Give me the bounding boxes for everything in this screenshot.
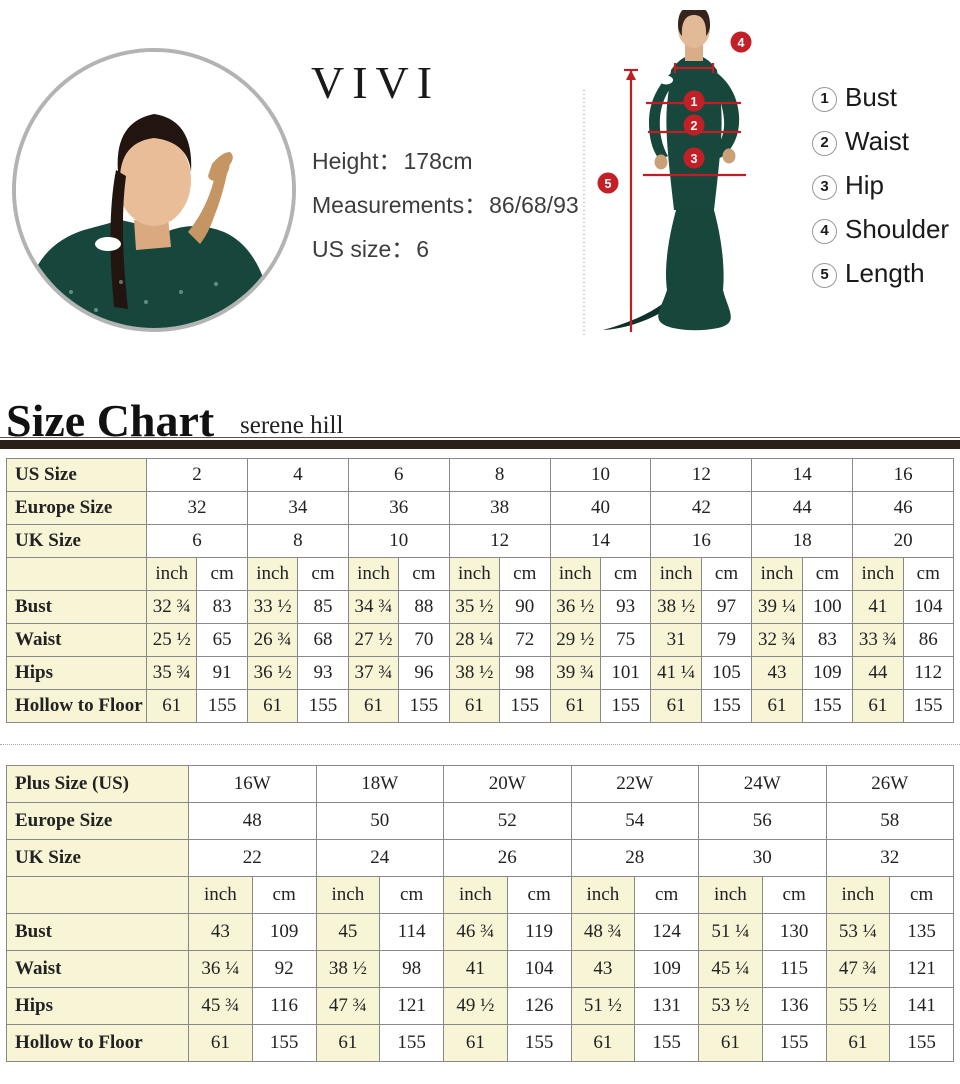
svg-text:4: 4: [738, 36, 745, 50]
svg-text:1: 1: [691, 95, 698, 109]
svg-text:5: 5: [605, 177, 612, 191]
svg-text:3: 3: [691, 152, 698, 166]
svg-text:2: 2: [691, 119, 698, 133]
